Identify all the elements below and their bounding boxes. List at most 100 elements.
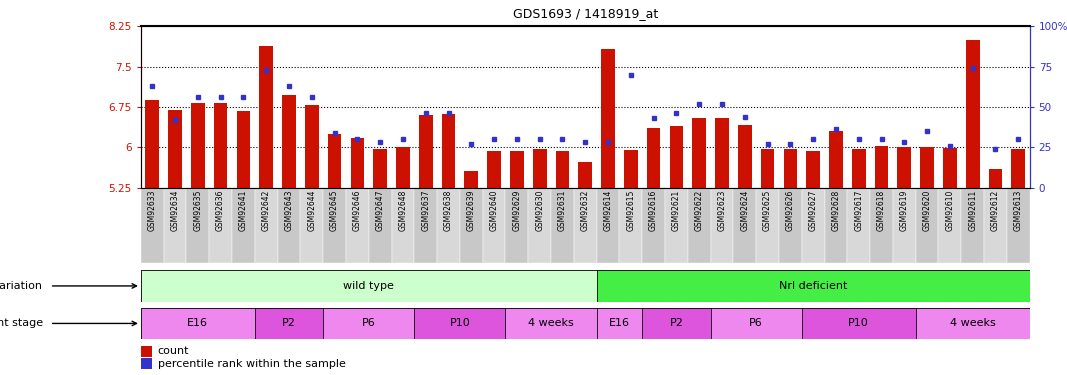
Bar [642, 308, 711, 339]
Bar [620, 188, 642, 262]
Bar [989, 169, 1002, 188]
Text: GDS1693 / 1418919_at: GDS1693 / 1418919_at [512, 7, 658, 20]
Text: GSM92615: GSM92615 [626, 190, 635, 231]
Bar [966, 40, 980, 188]
Bar [259, 46, 273, 188]
Text: development stage: development stage [0, 318, 43, 328]
Bar [851, 149, 865, 188]
Bar [482, 188, 506, 262]
Bar [237, 111, 251, 188]
Bar [506, 188, 528, 262]
Bar [323, 308, 414, 339]
Bar [419, 115, 432, 188]
Bar [670, 126, 683, 188]
Text: GSM92648: GSM92648 [398, 190, 408, 231]
Text: GSM92641: GSM92641 [239, 190, 248, 231]
Text: GSM92610: GSM92610 [945, 190, 954, 231]
Text: Nrl deficient: Nrl deficient [779, 281, 847, 291]
Bar [141, 270, 596, 302]
Bar [893, 188, 915, 262]
Text: GSM92640: GSM92640 [490, 190, 498, 231]
Bar [351, 138, 364, 188]
Bar [692, 118, 706, 188]
Text: P6: P6 [362, 318, 376, 328]
Bar [209, 188, 232, 262]
Text: E16: E16 [609, 318, 630, 328]
Text: count: count [158, 346, 189, 356]
Bar [323, 188, 346, 262]
Bar [875, 146, 889, 188]
Text: GSM92631: GSM92631 [558, 190, 567, 231]
Bar [1012, 149, 1025, 188]
Bar [373, 149, 387, 188]
Text: GSM92614: GSM92614 [604, 190, 612, 231]
Text: GSM92638: GSM92638 [444, 190, 453, 231]
Text: GSM92623: GSM92623 [717, 190, 727, 231]
Bar [510, 152, 524, 188]
Bar [715, 118, 729, 188]
Bar [282, 95, 296, 188]
Bar [596, 270, 1030, 302]
Bar [829, 131, 843, 188]
Text: GSM92625: GSM92625 [763, 190, 773, 231]
Bar [642, 188, 665, 262]
Text: GSM92646: GSM92646 [353, 190, 362, 231]
Bar [213, 103, 227, 188]
Text: P10: P10 [449, 318, 471, 328]
Text: GSM92618: GSM92618 [877, 190, 886, 231]
Bar [169, 110, 181, 188]
Text: GSM92636: GSM92636 [217, 190, 225, 231]
Bar [187, 188, 209, 262]
Bar [328, 134, 341, 188]
Text: GSM92627: GSM92627 [809, 190, 817, 231]
Bar [984, 188, 1007, 262]
Bar [141, 308, 255, 339]
Bar [232, 188, 255, 262]
Text: GSM92622: GSM92622 [695, 190, 704, 231]
Bar [488, 152, 500, 188]
Text: P6: P6 [749, 318, 763, 328]
Text: GSM92643: GSM92643 [285, 190, 293, 231]
Bar [601, 50, 615, 188]
Bar [464, 171, 478, 188]
Bar [506, 308, 596, 339]
Bar [801, 188, 825, 262]
Bar [711, 188, 733, 262]
Bar [301, 188, 323, 262]
Bar [779, 188, 801, 262]
Bar [711, 308, 801, 339]
Bar [255, 188, 277, 262]
Bar [346, 188, 369, 262]
Bar [733, 188, 757, 262]
Bar [939, 188, 961, 262]
Text: GSM92624: GSM92624 [740, 190, 749, 231]
Text: GSM92634: GSM92634 [171, 190, 179, 231]
Text: GSM92617: GSM92617 [855, 190, 863, 231]
Text: GSM92611: GSM92611 [968, 190, 977, 231]
Bar [915, 188, 939, 262]
Bar [551, 188, 574, 262]
Text: wild type: wild type [344, 281, 394, 291]
Text: GSM92637: GSM92637 [421, 190, 430, 231]
Text: GSM92629: GSM92629 [512, 190, 522, 231]
Text: GSM92633: GSM92633 [147, 190, 157, 231]
Bar [528, 188, 551, 262]
Bar [915, 308, 1030, 339]
Bar [414, 188, 437, 262]
Text: genotype/variation: genotype/variation [0, 281, 43, 291]
Bar [596, 308, 642, 339]
Bar [738, 124, 751, 188]
Bar [460, 188, 482, 262]
Text: GSM92639: GSM92639 [466, 190, 476, 231]
Bar [141, 346, 152, 357]
Bar [141, 188, 163, 262]
Bar [141, 358, 152, 369]
Text: percentile rank within the sample: percentile rank within the sample [158, 358, 346, 369]
Bar [255, 308, 323, 339]
Text: GSM92635: GSM92635 [193, 190, 203, 231]
Text: P2: P2 [669, 318, 683, 328]
Bar [920, 147, 934, 188]
Bar [757, 188, 779, 262]
Bar [574, 188, 596, 262]
Text: P2: P2 [282, 318, 296, 328]
